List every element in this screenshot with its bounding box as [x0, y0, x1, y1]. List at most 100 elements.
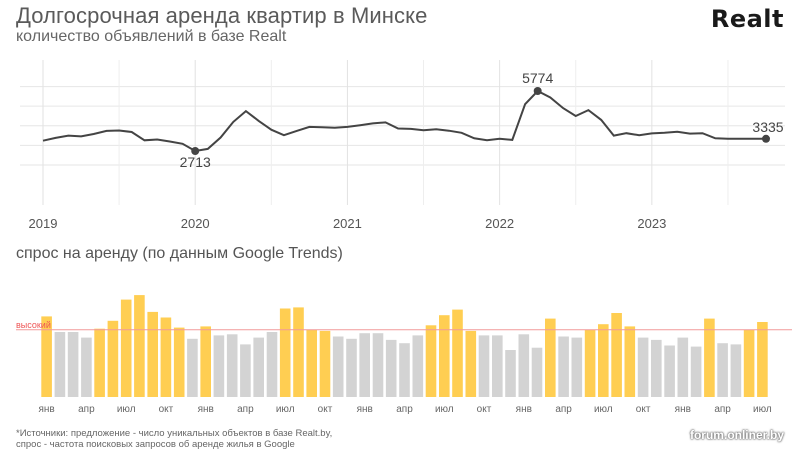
x-tick-label: 2023 — [637, 216, 666, 231]
demand-bar — [332, 336, 344, 397]
demand-bar — [120, 299, 132, 397]
chart-title: Долгосрочная аренда квартир в Минске — [16, 3, 428, 28]
bar-x-tick-label: янв — [38, 404, 54, 415]
demand-bar — [279, 308, 291, 397]
demand-bar — [664, 345, 675, 397]
demand-bar — [213, 335, 225, 397]
demand-bar — [67, 332, 79, 397]
demand-bar — [677, 337, 689, 397]
demand-bar — [598, 324, 609, 397]
demand-bar — [385, 339, 397, 397]
bar-x-tick-label: июл — [276, 404, 295, 415]
demand-bar — [558, 336, 569, 397]
footnote-line-1: *Источники: предложение - число уникальн… — [16, 428, 333, 439]
demand-bar — [160, 317, 172, 397]
demand-bar — [611, 313, 622, 397]
demand-bar — [412, 335, 424, 397]
demand-bar — [399, 343, 410, 397]
demand-bar — [134, 295, 145, 397]
bar-x-tick-label: янв — [198, 404, 214, 415]
bar-x-tick-label: окт — [636, 404, 651, 415]
bar-chart-x-axis: янв апр июл окт янв апр июл окт янв апр июл окт янв а… — [38, 404, 771, 415]
demand-bar — [465, 330, 477, 397]
demand-bar — [717, 343, 728, 397]
bar-x-tick-label: июл — [753, 404, 772, 415]
demand-bar — [306, 329, 317, 397]
line-chart-annotations: 2713 5774 3335 — [180, 70, 784, 170]
demand-bar — [439, 315, 450, 397]
demand-bar — [346, 338, 357, 397]
bar-x-tick-label: июл — [594, 404, 613, 415]
realt-logo: Realt — [710, 5, 784, 33]
bar-x-tick-label: окт — [477, 404, 492, 415]
demand-bar — [41, 316, 52, 397]
demand-bar — [492, 335, 503, 397]
demand-bar — [425, 325, 437, 397]
demand-bar — [293, 307, 304, 397]
bar-x-tick-label: июл — [435, 404, 454, 415]
demand-bar — [319, 330, 331, 397]
bar-x-tick-label: окт — [159, 404, 174, 415]
demand-bar — [253, 337, 264, 397]
demand-bar — [54, 332, 66, 397]
demand-bar — [173, 327, 185, 397]
demand-bar — [651, 339, 662, 397]
demand-bar — [478, 335, 490, 397]
demand-bar — [531, 347, 543, 397]
bar-x-tick-label: апр — [396, 404, 413, 415]
bar-x-tick-label: апр — [78, 404, 95, 415]
bar-x-tick-label: окт — [318, 404, 333, 415]
x-tick-label: 2021 — [333, 216, 362, 231]
watermark: forum.onliner.by — [689, 428, 784, 442]
demand-bar — [704, 318, 715, 397]
demand-bar — [200, 326, 211, 397]
demand-bar — [147, 311, 158, 397]
demand-bar — [372, 333, 384, 397]
demand-section-title: спрос на аренду (по данным Google Trends… — [16, 245, 343, 262]
annotation-label: 2713 — [180, 154, 211, 170]
source-footnote: *Источники: предложение - число уникальн… — [16, 428, 332, 450]
demand-bar — [505, 350, 516, 397]
demand-bar — [226, 334, 238, 397]
demand-bar — [187, 338, 198, 397]
bar-x-tick-label: апр — [555, 404, 572, 415]
demand-bars — [41, 295, 768, 397]
line-chart-grid — [20, 60, 785, 205]
annotation-label: 3335 — [752, 119, 783, 135]
x-tick-label: 2022 — [485, 216, 514, 231]
bar-x-tick-label: янв — [516, 404, 532, 415]
annotation-point — [762, 134, 770, 143]
demand-bar — [266, 332, 278, 397]
listings-line — [42, 89, 766, 153]
demand-bar — [730, 344, 742, 397]
bar-x-tick-label: июл — [117, 404, 136, 415]
footnote-line-2: спрос - частота поисковых запросов об ар… — [16, 439, 295, 450]
chart-subtitle: количество объявлений в базе Realt — [16, 28, 287, 45]
demand-bar — [359, 333, 370, 397]
line-chart-x-axis: 2019 2020 2021 2022 2023 — [29, 216, 667, 231]
demand-bar — [624, 326, 636, 397]
bar-x-tick-label: апр — [714, 404, 731, 415]
reference-line-group: высокий — [16, 320, 792, 331]
demand-bar — [94, 328, 105, 397]
annotation-point — [191, 147, 200, 155]
demand-bar — [584, 329, 596, 397]
bar-x-tick-label: апр — [237, 404, 254, 415]
demand-bar — [452, 309, 463, 397]
x-tick-label: 2019 — [29, 216, 58, 231]
demand-bar — [571, 337, 583, 397]
demand-bar — [637, 337, 649, 397]
demand-bar — [690, 346, 702, 397]
demand-bar — [240, 344, 251, 397]
x-tick-label: 2020 — [181, 216, 210, 231]
annotation-label: 5774 — [522, 70, 553, 86]
demand-bar — [545, 318, 556, 397]
demand-bar — [81, 337, 92, 397]
bar-x-tick-label: янв — [675, 404, 691, 415]
annotation-point — [533, 87, 542, 95]
bar-x-tick-label: янв — [357, 404, 373, 415]
demand-bar — [743, 329, 755, 397]
reference-line-label: высокий — [16, 320, 51, 330]
demand-bar — [107, 320, 119, 397]
